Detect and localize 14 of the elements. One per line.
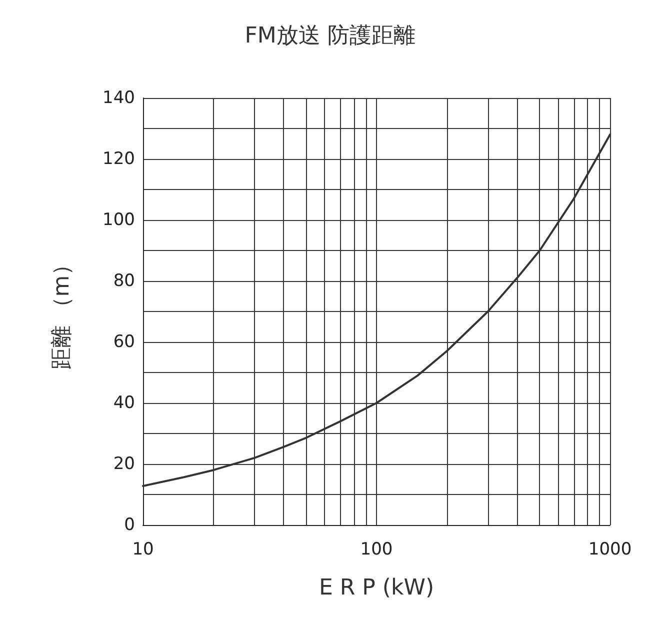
x-tick-label: 1000: [588, 540, 632, 560]
y-tick-label: 40: [113, 393, 135, 413]
chart-title: FM放送 防護距離: [244, 24, 416, 48]
y-tick-label: 120: [102, 149, 135, 169]
x-tick-label: 100: [360, 540, 393, 560]
y-tick-label: 80: [113, 271, 135, 291]
x-tick-label: 10: [132, 540, 154, 560]
y-tick-label: 0: [124, 515, 135, 535]
y-axis-title: 距離 （m）: [50, 253, 74, 370]
y-tick-label: 100: [102, 210, 135, 230]
y-tick-label: 60: [113, 332, 135, 352]
x-axis-title: E R P (kW): [318, 576, 434, 600]
y-tick-label: 20: [113, 454, 135, 474]
y-tick-label: 140: [102, 88, 135, 108]
